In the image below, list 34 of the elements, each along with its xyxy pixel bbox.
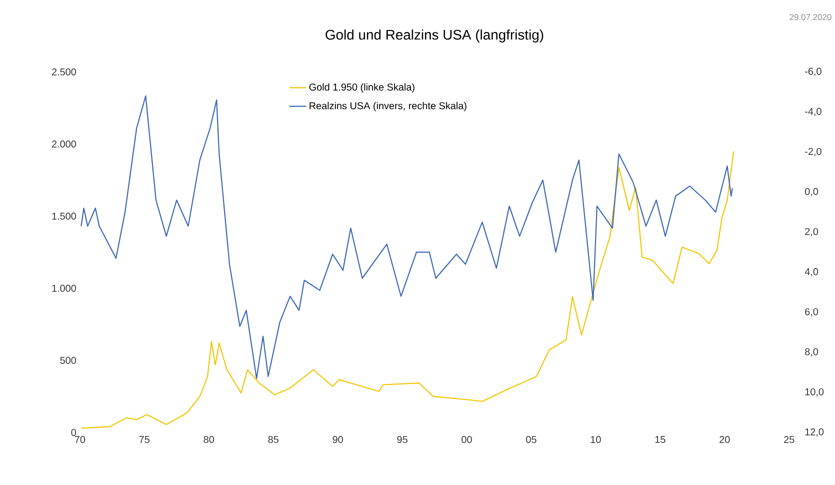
y2-tick-label: 8,0 [805,348,818,356]
x-tick-label: 25 [784,436,794,443]
y2-tick-label: 2,0 [805,228,818,236]
x-tick-label: 20 [720,436,730,443]
y2-tick-label: -6,0 [805,68,822,76]
x-tick-label: 75 [139,436,150,443]
y-tick-label: 1.000 [52,284,76,292]
y2-tick-label: 12,0 [805,428,824,436]
x-tick-label: 95 [397,436,408,443]
x-tick-label: 80 [204,436,214,443]
y-tick-label: 2.500 [52,68,76,76]
y2-tick-label: -2,0 [805,148,822,156]
y2-tick-label: 0,0 [804,188,818,196]
x-tick-label: 85 [268,436,278,443]
y2-tick-label: 6,0 [805,308,818,316]
line-series [80,150,734,429]
y2-tick-label: 10,0 [805,388,824,396]
x-tick-label: 90 [332,436,343,443]
x-tick-label: 70 [74,436,86,443]
y-tick-label: 1.500 [52,212,76,220]
legend-label: Gold 1.950 (linke Skala) [309,83,414,92]
x-tick-label: 00 [462,436,472,443]
text: 29.07.2020 [790,14,832,20]
y-tick-label: 2.000 [52,140,76,148]
legend-label: Realzins USA (invers, rechte Skala) [310,102,466,112]
x-tick-label: 05 [526,436,536,443]
y2-tick-label: 4,0 [804,268,818,276]
x-tick-label: 15 [655,436,666,443]
y-tick-label: 0 [71,428,76,436]
line-series [80,95,733,379]
chart-title: Gold und Realzins USA (langfristig) [326,29,544,42]
x-tick-label: 10 [590,436,601,443]
y-tick-label: 500 [60,356,76,364]
y2-tick-label: -4,0 [805,108,822,116]
